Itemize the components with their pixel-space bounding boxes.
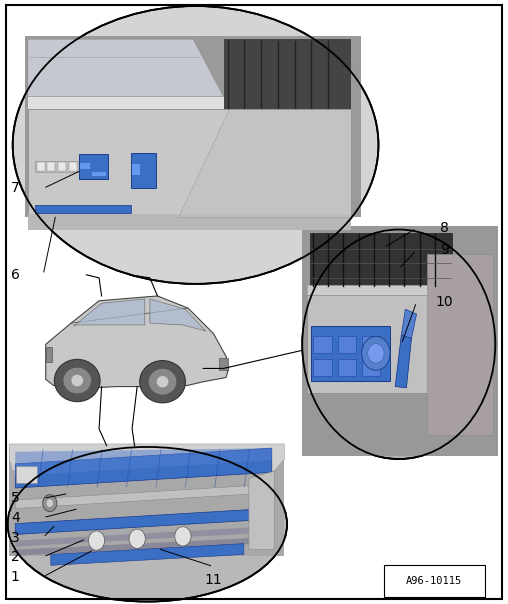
- Bar: [35, 205, 131, 213]
- Text: 6: 6: [11, 268, 20, 282]
- Polygon shape: [9, 444, 284, 471]
- Text: 4: 4: [11, 510, 20, 525]
- Ellipse shape: [54, 359, 100, 402]
- Text: 8: 8: [440, 221, 449, 236]
- Bar: [338, 336, 356, 353]
- Bar: [310, 233, 452, 287]
- Polygon shape: [51, 544, 244, 565]
- Text: 10: 10: [436, 295, 453, 309]
- Polygon shape: [28, 97, 224, 109]
- Bar: [69, 162, 77, 171]
- Circle shape: [43, 495, 57, 512]
- Polygon shape: [150, 299, 206, 331]
- Ellipse shape: [13, 6, 378, 284]
- Polygon shape: [249, 471, 274, 550]
- Bar: [219, 358, 228, 370]
- Bar: [79, 154, 108, 179]
- Bar: [224, 39, 351, 109]
- Ellipse shape: [148, 368, 177, 395]
- Polygon shape: [28, 39, 224, 97]
- Text: 2: 2: [11, 550, 20, 564]
- Polygon shape: [178, 109, 351, 217]
- Polygon shape: [401, 309, 417, 338]
- Text: 9: 9: [440, 243, 449, 257]
- Text: 3: 3: [11, 530, 20, 545]
- Circle shape: [129, 529, 145, 548]
- Polygon shape: [15, 527, 264, 547]
- Bar: [58, 162, 66, 171]
- Bar: [307, 295, 452, 393]
- Text: 11: 11: [205, 573, 222, 587]
- Polygon shape: [28, 109, 351, 217]
- Text: 1: 1: [11, 570, 20, 584]
- Bar: [37, 162, 45, 171]
- FancyBboxPatch shape: [384, 565, 485, 597]
- Circle shape: [46, 499, 53, 507]
- Bar: [313, 359, 332, 376]
- Polygon shape: [28, 214, 351, 230]
- Bar: [47, 162, 55, 171]
- Text: A96-10115: A96-10115: [406, 576, 462, 586]
- Text: 7: 7: [11, 181, 20, 196]
- Circle shape: [175, 527, 191, 546]
- Polygon shape: [15, 448, 272, 476]
- Bar: [131, 153, 156, 188]
- Bar: [302, 226, 498, 456]
- Circle shape: [88, 531, 105, 550]
- Bar: [313, 336, 332, 353]
- Bar: [79, 162, 87, 171]
- Bar: [311, 326, 390, 381]
- Bar: [80, 163, 90, 169]
- Ellipse shape: [302, 230, 495, 459]
- Polygon shape: [74, 299, 145, 326]
- Text: 5: 5: [11, 491, 20, 506]
- Ellipse shape: [71, 374, 83, 387]
- Bar: [35, 161, 90, 172]
- Bar: [16, 466, 37, 483]
- Ellipse shape: [140, 361, 185, 403]
- Polygon shape: [9, 444, 284, 556]
- Ellipse shape: [63, 367, 91, 394]
- Ellipse shape: [8, 447, 287, 602]
- Bar: [362, 359, 380, 376]
- Circle shape: [368, 344, 384, 363]
- Polygon shape: [15, 484, 269, 509]
- Polygon shape: [395, 335, 411, 388]
- Polygon shape: [46, 296, 229, 388]
- Bar: [25, 36, 361, 217]
- Polygon shape: [15, 448, 272, 488]
- Polygon shape: [427, 254, 493, 435]
- Bar: [132, 164, 140, 175]
- Bar: [362, 336, 380, 353]
- Polygon shape: [15, 538, 262, 556]
- Bar: [338, 359, 356, 376]
- Polygon shape: [15, 509, 267, 535]
- Ellipse shape: [156, 376, 169, 388]
- Bar: [46, 347, 52, 362]
- Bar: [92, 172, 106, 176]
- Bar: [307, 285, 452, 296]
- Circle shape: [362, 336, 390, 370]
